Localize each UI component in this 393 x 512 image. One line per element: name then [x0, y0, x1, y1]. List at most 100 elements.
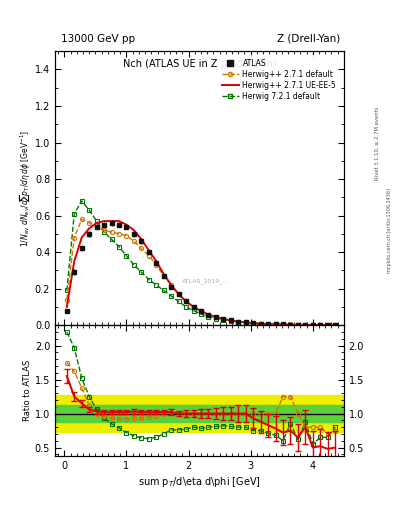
Herwig++ 2.7.1 UE-EE-5	[198, 308, 203, 314]
Herwig++ 2.7.1 default	[333, 322, 338, 328]
Herwig++ 2.7.1 default	[191, 304, 196, 310]
Herwig++ 2.7.1 UE-EE-5	[124, 222, 129, 228]
Herwig++ 2.7.1 default	[64, 296, 69, 303]
Herwig++ 2.7.1 UE-EE-5	[79, 234, 84, 241]
Herwig++ 2.7.1 default	[221, 316, 226, 322]
Herwig++ 2.7.1 default	[184, 298, 189, 305]
Herwig++ 2.7.1 default	[102, 227, 107, 233]
Herwig 7.2.1 default	[191, 308, 196, 314]
Herwig 7.2.1 default	[258, 321, 263, 327]
Herwig 7.2.1 default	[310, 322, 315, 328]
Text: 13000 GeV pp: 13000 GeV pp	[61, 33, 135, 44]
Herwig++ 2.7.1 default	[139, 245, 144, 251]
Herwig 7.2.1 default	[228, 318, 233, 325]
Herwig++ 2.7.1 default	[273, 321, 278, 327]
Text: Nch (ATLAS UE in Z production): Nch (ATLAS UE in Z production)	[123, 59, 276, 70]
Herwig++ 2.7.1 default	[79, 216, 84, 222]
Herwig++ 2.7.1 default	[243, 319, 248, 326]
Herwig 7.2.1 default	[87, 207, 92, 213]
Herwig++ 2.7.1 UE-EE-5	[64, 304, 69, 310]
Herwig++ 2.7.1 UE-EE-5	[117, 218, 121, 224]
Line: Herwig++ 2.7.1 default: Herwig++ 2.7.1 default	[65, 217, 337, 327]
Herwig++ 2.7.1 default	[281, 321, 285, 327]
Herwig++ 2.7.1 UE-EE-5	[288, 322, 293, 328]
Y-axis label: Ratio to ATLAS: Ratio to ATLAS	[23, 360, 32, 421]
Herwig++ 2.7.1 UE-EE-5	[176, 291, 181, 297]
Herwig++ 2.7.1 default	[72, 234, 77, 241]
Herwig++ 2.7.1 UE-EE-5	[102, 218, 107, 224]
Herwig++ 2.7.1 UE-EE-5	[213, 314, 218, 320]
Herwig++ 2.7.1 default	[117, 231, 121, 237]
Herwig 7.2.1 default	[198, 311, 203, 317]
Herwig 7.2.1 default	[132, 262, 136, 268]
Herwig 7.2.1 default	[184, 304, 189, 310]
Herwig++ 2.7.1 UE-EE-5	[325, 322, 330, 328]
Herwig++ 2.7.1 UE-EE-5	[132, 227, 136, 233]
Herwig++ 2.7.1 UE-EE-5	[296, 322, 300, 328]
Herwig++ 2.7.1 default	[303, 322, 308, 328]
Text: Rivet 3.1.10, ≥ 2.7M events: Rivet 3.1.10, ≥ 2.7M events	[375, 106, 380, 180]
Herwig 7.2.1 default	[236, 319, 241, 325]
Herwig++ 2.7.1 default	[228, 317, 233, 324]
Herwig 7.2.1 default	[154, 282, 159, 288]
X-axis label: sum p$_T$/d\eta d\phi [GeV]: sum p$_T$/d\eta d\phi [GeV]	[138, 475, 261, 489]
Herwig++ 2.7.1 default	[251, 320, 255, 326]
Herwig++ 2.7.1 default	[132, 238, 136, 244]
Line: Herwig 7.2.1 default: Herwig 7.2.1 default	[65, 199, 337, 327]
Herwig++ 2.7.1 UE-EE-5	[139, 236, 144, 242]
Herwig 7.2.1 default	[288, 322, 293, 328]
Herwig 7.2.1 default	[318, 322, 323, 328]
Herwig 7.2.1 default	[333, 322, 338, 328]
Herwig++ 2.7.1 default	[236, 318, 241, 325]
Herwig++ 2.7.1 default	[94, 224, 99, 230]
Herwig 7.2.1 default	[102, 229, 107, 235]
Herwig++ 2.7.1 UE-EE-5	[310, 322, 315, 328]
Herwig 7.2.1 default	[117, 244, 121, 250]
Herwig 7.2.1 default	[303, 322, 308, 328]
Herwig++ 2.7.1 default	[162, 273, 166, 279]
Herwig 7.2.1 default	[251, 321, 255, 327]
Herwig++ 2.7.1 UE-EE-5	[251, 320, 255, 326]
Herwig 7.2.1 default	[109, 236, 114, 242]
Herwig++ 2.7.1 UE-EE-5	[72, 258, 77, 264]
Herwig++ 2.7.1 UE-EE-5	[303, 322, 308, 328]
Herwig 7.2.1 default	[124, 253, 129, 259]
Herwig++ 2.7.1 UE-EE-5	[228, 317, 233, 324]
Herwig 7.2.1 default	[296, 322, 300, 328]
Herwig 7.2.1 default	[72, 211, 77, 217]
Herwig++ 2.7.1 UE-EE-5	[206, 311, 211, 317]
Herwig++ 2.7.1 default	[288, 322, 293, 328]
Herwig 7.2.1 default	[213, 315, 218, 322]
Herwig 7.2.1 default	[325, 322, 330, 328]
Herwig++ 2.7.1 default	[154, 262, 159, 268]
Herwig 7.2.1 default	[243, 320, 248, 326]
Herwig++ 2.7.1 UE-EE-5	[154, 258, 159, 264]
Herwig++ 2.7.1 UE-EE-5	[266, 321, 270, 327]
Herwig++ 2.7.1 default	[176, 291, 181, 297]
Herwig 7.2.1 default	[147, 276, 151, 283]
Herwig++ 2.7.1 UE-EE-5	[243, 319, 248, 326]
Herwig++ 2.7.1 default	[124, 232, 129, 239]
Herwig 7.2.1 default	[169, 293, 174, 299]
Herwig 7.2.1 default	[273, 322, 278, 328]
Herwig++ 2.7.1 UE-EE-5	[258, 321, 263, 327]
Herwig 7.2.1 default	[79, 198, 84, 204]
Herwig 7.2.1 default	[176, 298, 181, 305]
Herwig++ 2.7.1 default	[318, 322, 323, 328]
Herwig 7.2.1 default	[221, 317, 226, 323]
Herwig 7.2.1 default	[281, 322, 285, 328]
Herwig++ 2.7.1 default	[169, 282, 174, 288]
Herwig++ 2.7.1 UE-EE-5	[109, 218, 114, 224]
Text: mcplots.cern.ch [arXiv:1306.3436]: mcplots.cern.ch [arXiv:1306.3436]	[387, 188, 391, 273]
Herwig++ 2.7.1 default	[109, 229, 114, 235]
Herwig 7.2.1 default	[206, 314, 211, 320]
Herwig++ 2.7.1 UE-EE-5	[318, 322, 323, 328]
Herwig++ 2.7.1 default	[296, 322, 300, 328]
Herwig++ 2.7.1 default	[258, 321, 263, 327]
Herwig++ 2.7.1 UE-EE-5	[94, 220, 99, 226]
Herwig++ 2.7.1 UE-EE-5	[273, 321, 278, 327]
Herwig++ 2.7.1 UE-EE-5	[147, 247, 151, 253]
Herwig++ 2.7.1 UE-EE-5	[221, 316, 226, 322]
Herwig++ 2.7.1 UE-EE-5	[184, 298, 189, 305]
Herwig++ 2.7.1 UE-EE-5	[236, 318, 241, 325]
